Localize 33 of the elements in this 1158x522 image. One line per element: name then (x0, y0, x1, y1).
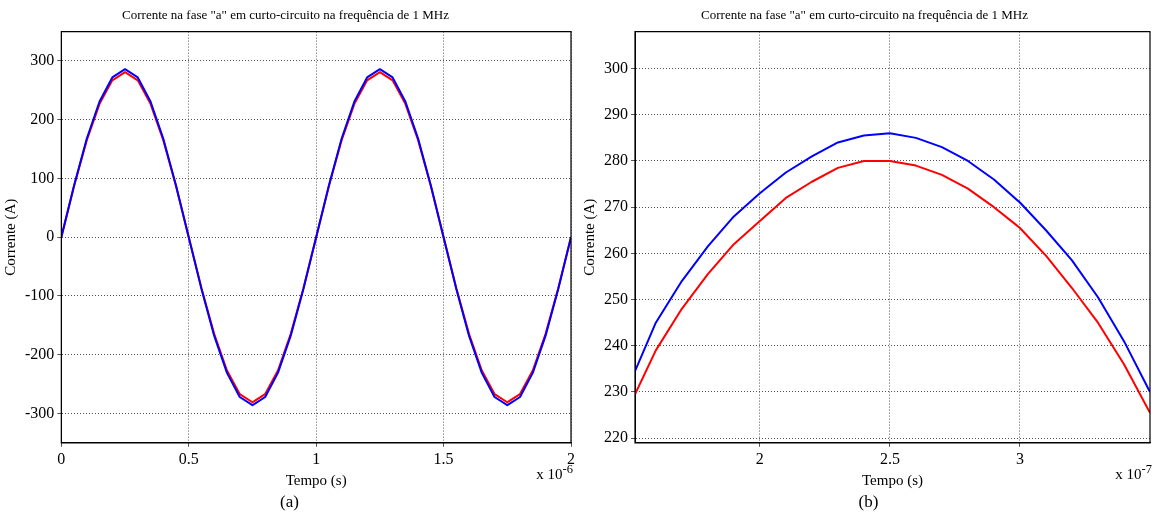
y-tick-label: -100 (25, 286, 55, 304)
y-tick-label: 280 (604, 151, 628, 169)
x-tick-label: 3 (1015, 449, 1024, 467)
x-axis-title: Tempo (s) (861, 471, 924, 489)
y-tick-label: 100 (30, 168, 55, 186)
x-tick-label: 0.5 (178, 449, 199, 467)
y-axis-title: Corrente (A) (580, 198, 598, 276)
x-axis-title: Tempo (s) (285, 471, 347, 489)
y-axis-title: Corrente (A) (1, 198, 19, 276)
x-tick-label: 0 (57, 449, 66, 467)
y-tick-label: -200 (25, 344, 55, 362)
x-tick-label: 2.5 (879, 449, 900, 467)
y-tick-label: 300 (604, 58, 628, 76)
chart-title: Corrente na fase "a" em curto-circuito na frequência de 1 MHz (701, 7, 1029, 23)
x-tick-label: 1 (312, 449, 321, 467)
y-tick-label: 300 (30, 51, 55, 69)
y-tick-label: 230 (604, 382, 628, 400)
text: (b) (857, 492, 880, 512)
x-tick-label: 2 (755, 449, 764, 467)
y-tick-label: 260 (604, 243, 628, 261)
y-tick-label: -300 (25, 403, 55, 421)
y-tick-label: 220 (604, 428, 628, 446)
y-tick-label: 270 (604, 197, 628, 215)
y-tick-label: 250 (604, 289, 628, 307)
text: (a) (279, 492, 300, 512)
y-tick-label: 290 (604, 104, 628, 122)
y-tick-label: 240 (604, 335, 628, 353)
chart-title: Corrente na fase "a" em curto-circuito na frequência de 1 MHz (122, 7, 450, 23)
x-tick-label: 1.5 (433, 449, 454, 467)
text: x 10$^{-6}$ (536, 462, 573, 482)
y-tick-label: 200 (30, 109, 55, 127)
y-tick-label: 0 (46, 227, 55, 245)
text: x 10$^{-7}$ (1115, 462, 1152, 483)
